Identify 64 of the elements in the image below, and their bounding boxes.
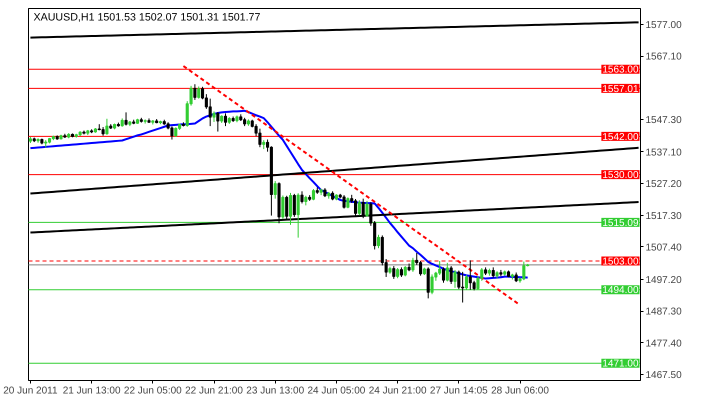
x-tick-label: 20 Jun 2011 — [3, 386, 58, 394]
candlestick — [400, 266, 403, 278]
y-tick-label: 1567.10 — [646, 52, 682, 63]
candlestick — [365, 200, 369, 218]
candlestick — [522, 261, 526, 281]
candlestick — [124, 112, 128, 126]
candlestick — [274, 180, 277, 200]
ref-line-label: 1530.00 — [602, 170, 639, 182]
ref-line-label: 1471.00 — [602, 358, 639, 370]
candlestick — [304, 195, 308, 206]
candlestick — [281, 194, 284, 220]
candlestick — [396, 268, 400, 279]
candlestick — [193, 84, 196, 100]
y-tick-label: 1487.30 — [646, 306, 682, 318]
y-tick-label: 1497.20 — [646, 275, 682, 286]
candlestick — [376, 234, 380, 249]
chart-title: XAUUSD,H1 1501.53 1502.07 1501.31 1501.77 — [34, 12, 260, 24]
y-tick-label: 1527.20 — [646, 179, 682, 190]
candlestick — [461, 271, 464, 304]
candlestick — [312, 188, 316, 201]
x-tick-label: 28 Jun 06:00 — [491, 386, 550, 394]
ref-line-label: 1515.09 — [602, 218, 639, 229]
candlestick — [450, 266, 453, 284]
x-tick-label: 24 Jun 05:00 — [308, 386, 366, 394]
candlestick — [300, 190, 304, 204]
candlestick — [411, 257, 414, 272]
candlestick — [208, 98, 212, 127]
ref-line-label: 1542.00 — [602, 132, 639, 143]
y-tick-label: 1467.50 — [646, 370, 682, 381]
ref-line-label: 1563.00 — [602, 64, 639, 76]
candlestick — [170, 126, 174, 140]
x-tick-label: 22 Jun 05:00 — [124, 386, 182, 394]
candlestick — [446, 262, 449, 282]
candlestick — [442, 266, 446, 284]
candlestick — [419, 260, 422, 276]
candlestick — [212, 110, 216, 122]
y-tick-label: 1577.00 — [646, 20, 682, 31]
x-tick-label: 23 Jun 13:00 — [246, 386, 305, 394]
ref-line-label: 1503.00 — [602, 256, 639, 268]
candlestick — [216, 112, 220, 132]
candlestick — [404, 266, 407, 277]
ref-line-label: 1494.00 — [602, 285, 639, 296]
ref-line-label: 1557.01 — [602, 84, 639, 95]
candlestick — [468, 260, 472, 290]
candlestick — [197, 86, 200, 100]
x-tick-label: 21 Jun 13:00 — [62, 386, 121, 394]
candlestick — [174, 126, 178, 138]
candlestick — [358, 200, 361, 216]
candlestick — [224, 112, 228, 127]
candlestick — [514, 272, 518, 283]
y-tick-label: 1537.10 — [646, 147, 682, 158]
candlestick — [392, 266, 396, 280]
y-tick-label: 1507.40 — [646, 242, 682, 254]
candlestick — [105, 118, 108, 136]
y-tick-label: 1477.40 — [646, 338, 682, 350]
x-tick-label: 27 Jun 14:05 — [430, 386, 488, 394]
y-tick-label: 1547.30 — [646, 114, 682, 126]
candlestick — [492, 266, 495, 278]
x-tick-label: 22 Jun 21:00 — [185, 386, 244, 394]
candlestick — [426, 266, 430, 299]
candlestick — [342, 194, 346, 210]
y-tick-label: 1517.30 — [646, 210, 682, 222]
x-tick-label: 24 Jun 21:00 — [368, 386, 427, 394]
candlestick — [258, 128, 262, 148]
